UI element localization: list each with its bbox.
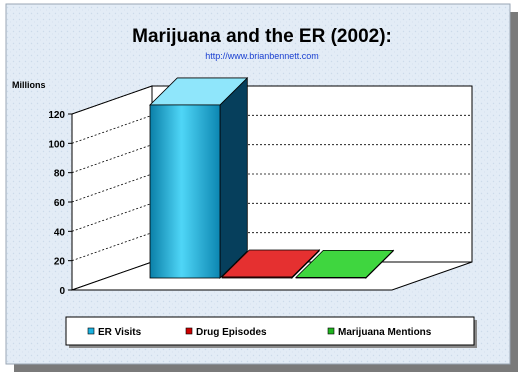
y-tick-label: 0: [59, 286, 65, 297]
y-axis-unit-label: Millions: [12, 80, 46, 90]
legend-label: ER Visits: [98, 327, 142, 338]
y-tick-label: 100: [48, 139, 65, 150]
chart-title: Marijuana and the ER (2002):: [132, 26, 392, 47]
legend-box: [65, 316, 475, 346]
legend-label: Drug Episodes: [196, 327, 267, 338]
legend-swatch: [327, 327, 335, 335]
legend: ER Visits Drug Episodes Marijuana Mentions: [65, 316, 477, 348]
legend-swatch: [185, 327, 193, 335]
bar-side: [219, 76, 248, 279]
y-tick-label: 60: [54, 198, 66, 209]
plot-area: 0 20 40 60 80 100 120: [48, 76, 473, 297]
y-tick-label: 120: [48, 110, 65, 121]
legend-label: Marijuana Mentions: [338, 327, 432, 338]
y-tick-label: 20: [54, 257, 66, 268]
side-wall: [71, 85, 153, 291]
y-tick-label: 80: [54, 169, 66, 180]
chart-subtitle: http://www.brianbennett.com: [205, 51, 319, 61]
bar-front: [295, 276, 367, 279]
bar-front: [149, 104, 221, 279]
bar-drug-episodes: [221, 249, 321, 279]
y-tick-label: 40: [54, 227, 66, 238]
bar-marijuana-mentions: [295, 249, 395, 279]
bar-er-visits: [149, 76, 249, 279]
legend-swatch: [87, 327, 95, 335]
bar-front: [221, 276, 293, 279]
